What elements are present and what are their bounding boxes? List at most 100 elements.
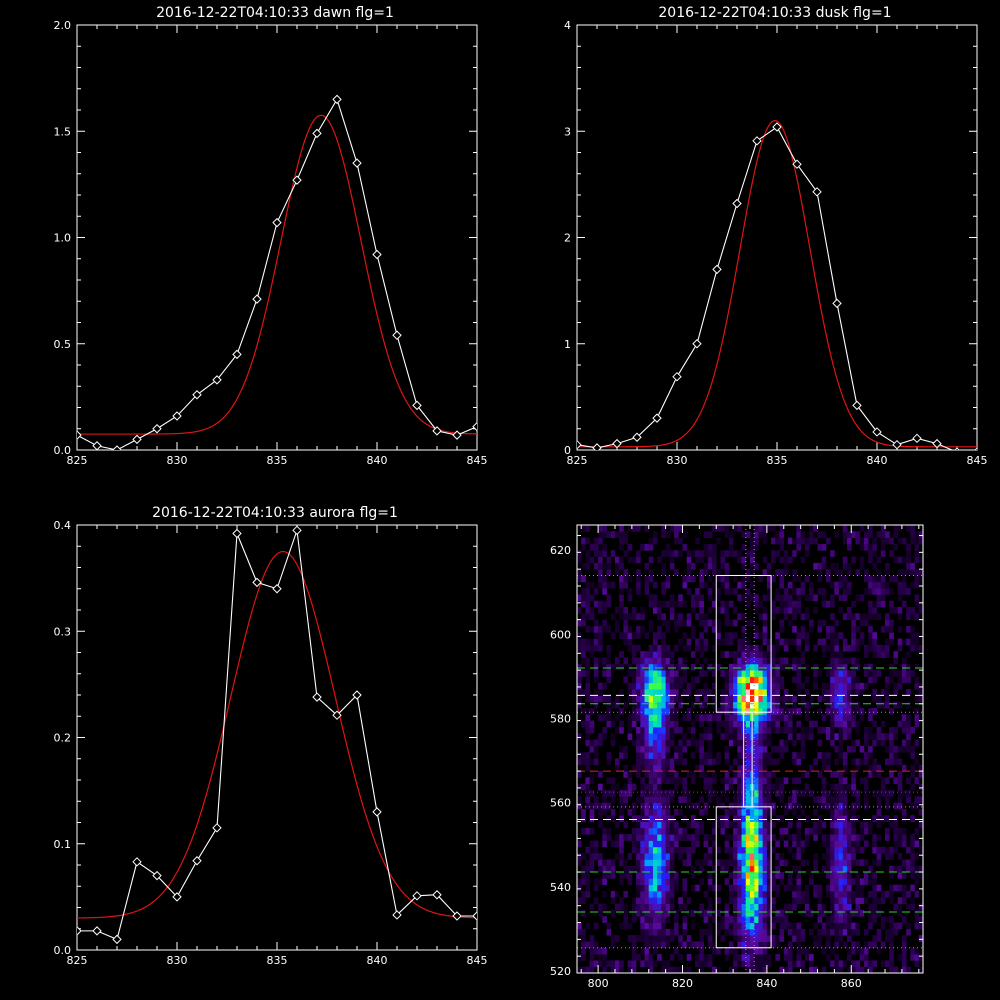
heatmap-cell	[885, 682, 890, 690]
heatmap-cell	[872, 670, 877, 677]
heatmap-cell	[577, 783, 582, 791]
heatmap-cell	[754, 594, 759, 602]
heatmap-cell	[796, 846, 802, 854]
heatmap-cell	[741, 695, 747, 703]
heatmap-cell	[669, 739, 675, 747]
heatmap-cell	[762, 726, 768, 734]
heatmap-cell	[737, 657, 742, 665]
heatmap-cell	[750, 651, 755, 658]
heatmap-cell	[901, 947, 907, 955]
heatmap-cell	[657, 764, 662, 772]
heatmap-cell	[741, 827, 747, 835]
heatmap-cell	[779, 928, 785, 936]
heatmap-cell	[758, 821, 764, 829]
heatmap-cell	[737, 739, 742, 747]
heatmap-cell	[716, 909, 721, 917]
heatmap-cell	[690, 884, 696, 892]
heatmap-cell	[699, 607, 704, 614]
heatmap-cell	[606, 657, 612, 665]
heatmap-cell	[703, 550, 709, 557]
heatmap-cell	[804, 550, 810, 557]
heatmap-cell	[796, 575, 802, 583]
heatmap-cell	[830, 625, 835, 633]
heatmap-cell	[678, 594, 683, 602]
heatmap-cell	[830, 726, 835, 734]
heatmap-cell	[851, 808, 856, 816]
heatmap-cell	[631, 834, 637, 841]
y-tick-label-dawn: 2.0	[54, 19, 72, 32]
heatmap-cell	[872, 840, 877, 848]
heatmap-cell	[851, 745, 856, 753]
heatmap-cell	[644, 872, 650, 879]
heatmap-cell	[589, 802, 595, 810]
heatmap-cell	[889, 733, 894, 740]
heatmap-cell	[686, 954, 692, 961]
heatmap-cell	[754, 928, 759, 936]
heatmap-cell	[661, 745, 667, 753]
heatmap-cell	[745, 701, 751, 709]
heatmap-cell	[665, 916, 671, 923]
heatmap-cell	[754, 859, 759, 867]
heatmap-cell	[792, 625, 797, 633]
heatmap-cell	[889, 853, 894, 860]
heatmap-cell	[771, 897, 776, 904]
heatmap-cell	[661, 846, 667, 854]
heatmap-cell	[661, 865, 667, 873]
heatmap-cell	[631, 815, 637, 822]
heatmap-cell	[754, 790, 759, 797]
heatmap-cell	[754, 720, 759, 728]
heatmap-cell	[657, 859, 662, 867]
heatmap-cell	[800, 846, 806, 854]
heatmap-cell	[733, 676, 738, 684]
heatmap-cell	[619, 872, 624, 879]
heatmap-cell	[602, 607, 607, 614]
data-point	[712, 264, 722, 275]
heatmap-cell	[893, 815, 899, 822]
heatmap-cell	[724, 638, 730, 646]
heatmap-cell	[695, 689, 700, 696]
heatmap-cell	[889, 954, 894, 961]
heatmap-cell	[703, 625, 709, 633]
heatmap-cell	[771, 644, 776, 652]
heatmap-cell	[614, 764, 620, 772]
data-point	[432, 890, 442, 900]
heatmap-cell	[665, 865, 671, 873]
heatmap-cell	[737, 827, 742, 835]
heatmap-cell	[699, 928, 704, 936]
heatmap-cell	[745, 966, 751, 973]
heatmap-cell	[830, 739, 835, 747]
heatmap-cell	[758, 777, 764, 785]
heatmap-cell	[834, 531, 840, 539]
heatmap-cell	[779, 909, 785, 917]
heatmap-cell	[906, 726, 911, 734]
heatmap-cell	[720, 638, 726, 646]
heatmap-cell	[779, 966, 785, 973]
heatmap-cell	[657, 625, 662, 633]
heatmap-cell	[644, 764, 650, 772]
heatmap-cell	[918, 607, 923, 614]
heatmap-cell	[914, 720, 920, 728]
heatmap-cell	[754, 758, 759, 766]
heatmap-cell	[627, 771, 633, 778]
heatmap-cell	[707, 758, 713, 766]
heatmap-cell	[728, 802, 734, 810]
heatmap-cell	[754, 808, 759, 816]
heatmap-cell	[648, 670, 654, 677]
heatmap-cell	[733, 632, 738, 639]
heatmap-cell	[906, 890, 911, 898]
heatmap-cell	[762, 695, 768, 703]
heatmap-cell	[648, 752, 654, 759]
heatmap-cell	[813, 821, 818, 829]
heatmap-cell	[897, 644, 903, 652]
heatmap-cell	[796, 600, 802, 608]
heatmap-cell	[598, 600, 603, 608]
heatmap-cell	[868, 714, 873, 722]
heatmap-cell	[728, 941, 734, 949]
heatmap-cell	[825, 890, 831, 898]
heatmap-cell	[728, 916, 734, 923]
heatmap-cell	[602, 947, 607, 955]
heatmap-cell	[830, 960, 835, 968]
heatmap-cell	[792, 758, 797, 766]
heatmap-cell	[737, 890, 742, 898]
heatmap-cell	[737, 714, 742, 722]
